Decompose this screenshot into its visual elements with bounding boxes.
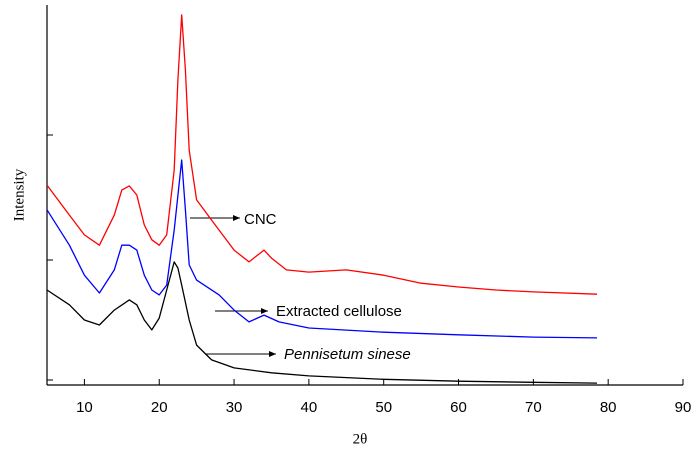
x-tick-label: 50 xyxy=(375,399,392,416)
annotation: CNC xyxy=(244,211,277,228)
x-tick-label: 60 xyxy=(450,399,467,416)
x-tick-label: 90 xyxy=(675,399,692,416)
x-tick-label: 40 xyxy=(301,399,318,416)
series-line xyxy=(46,159,598,339)
x-tick-label: 20 xyxy=(151,399,168,416)
x-tick-label: 80 xyxy=(600,399,617,416)
annotation: Pennisetum sinese xyxy=(284,346,411,363)
series-line xyxy=(46,14,598,295)
annotation: Extracted cellulose xyxy=(276,303,402,320)
x-tick-label: 70 xyxy=(525,399,542,416)
series-line xyxy=(46,261,598,384)
x-axis-label: 2θ xyxy=(353,431,368,447)
x-tick-label: 10 xyxy=(76,399,93,416)
y-axis-label: Intensity xyxy=(11,168,27,221)
x-tick-label: 30 xyxy=(226,399,243,416)
